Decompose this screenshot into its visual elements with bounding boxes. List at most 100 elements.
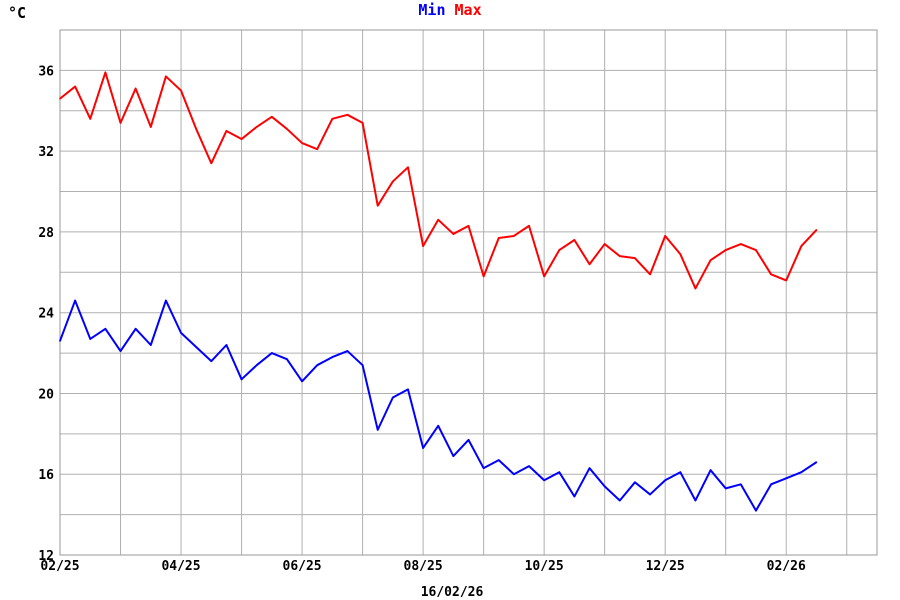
data-point-min <box>422 447 424 449</box>
x-tick-label: 02/25 <box>40 559 79 574</box>
data-point-min <box>119 350 122 352</box>
series-layer <box>59 71 818 512</box>
data-point-min <box>165 299 167 302</box>
data-point-max <box>422 245 424 247</box>
data-point-min <box>815 461 818 463</box>
data-point-max <box>89 118 92 120</box>
data-point-min <box>649 493 651 496</box>
data-point-max <box>255 126 258 128</box>
x-tick-label: 10/25 <box>525 559 564 574</box>
data-point-max <box>558 249 561 251</box>
data-point-max <box>195 128 197 130</box>
data-point-min <box>255 364 258 366</box>
plot-frame <box>59 29 878 556</box>
data-point-max <box>573 239 576 241</box>
x-tick-label: 04/25 <box>161 559 200 574</box>
data-point-min <box>543 479 545 482</box>
data-point-max <box>134 87 137 90</box>
legend: Min Max <box>418 1 481 19</box>
data-point-max <box>618 255 621 257</box>
data-point-max <box>225 130 228 132</box>
data-point-min <box>407 388 409 391</box>
data-point-min <box>331 356 334 358</box>
grid-horizontal-lines <box>60 29 877 556</box>
data-point-min <box>724 487 727 490</box>
data-point-min <box>149 344 152 346</box>
data-point-min <box>482 467 485 469</box>
data-point-max <box>452 233 455 235</box>
data-point-max <box>331 118 334 120</box>
data-point-max <box>74 85 76 88</box>
data-point-min <box>104 328 107 330</box>
data-point-min <box>59 340 61 342</box>
data-point-max <box>180 89 182 92</box>
x-axis-date-label: 16/02/26 <box>421 585 484 600</box>
data-point-max <box>815 229 818 231</box>
data-point-min <box>513 473 515 476</box>
series-min <box>59 299 818 512</box>
x-tick-label: 02/26 <box>767 559 806 574</box>
data-point-max <box>740 243 742 245</box>
grid-vertical-lines <box>59 30 848 555</box>
data-point-max <box>316 148 319 150</box>
data-point-max <box>588 263 591 266</box>
x-tick-label: 12/25 <box>646 559 685 574</box>
data-point-min <box>210 360 213 362</box>
data-point-min <box>376 429 379 431</box>
data-point-min <box>709 469 712 471</box>
data-point-min <box>694 499 697 502</box>
data-point-max <box>392 180 394 183</box>
data-point-max <box>149 126 152 128</box>
data-point-min <box>195 346 197 348</box>
data-point-min <box>74 299 76 302</box>
data-point-min <box>664 479 666 482</box>
data-point-max <box>679 253 682 255</box>
data-point-max <box>694 287 697 290</box>
y-axis-unit-label: °C <box>8 4 26 22</box>
data-point-min <box>618 499 621 502</box>
data-point-min <box>225 344 228 346</box>
data-point-min <box>180 332 182 334</box>
data-point-max <box>59 97 61 100</box>
data-point-max <box>210 162 213 165</box>
data-point-max <box>724 249 727 251</box>
data-point-min <box>301 380 303 383</box>
data-point-min <box>361 364 364 366</box>
data-point-max <box>467 225 470 227</box>
data-point-min <box>588 467 591 469</box>
y-tick-label: 36 <box>38 64 54 79</box>
data-point-max <box>543 275 545 278</box>
data-point-min <box>755 509 757 512</box>
data-point-min <box>528 465 530 467</box>
data-point-min <box>679 471 682 474</box>
data-point-min <box>452 455 455 457</box>
legend-min: Min <box>418 1 445 19</box>
data-point-max <box>603 243 606 245</box>
data-point-max <box>649 273 651 276</box>
data-point-max <box>240 138 243 140</box>
y-tick-label: 16 <box>38 468 54 483</box>
data-point-max <box>513 235 515 237</box>
data-point-min <box>316 364 319 366</box>
y-tick-label: 12 <box>38 549 54 564</box>
data-point-min <box>573 495 576 498</box>
data-point-max <box>528 225 530 227</box>
data-point-max <box>482 275 485 278</box>
series-max <box>59 71 818 290</box>
data-point-min <box>271 352 273 354</box>
data-point-min <box>467 439 470 441</box>
data-point-min <box>497 459 500 461</box>
data-point-min <box>346 350 349 352</box>
data-point-min <box>800 471 803 474</box>
data-point-min <box>392 396 394 399</box>
x-tick-label: 08/25 <box>404 559 443 574</box>
data-point-min <box>558 471 561 474</box>
y-tick-label: 32 <box>38 145 54 160</box>
legend-max: Max <box>455 1 482 19</box>
data-point-max <box>119 122 122 124</box>
data-point-min <box>634 481 636 484</box>
data-point-max <box>709 259 712 261</box>
data-point-max <box>785 279 788 282</box>
data-point-max <box>770 273 772 276</box>
